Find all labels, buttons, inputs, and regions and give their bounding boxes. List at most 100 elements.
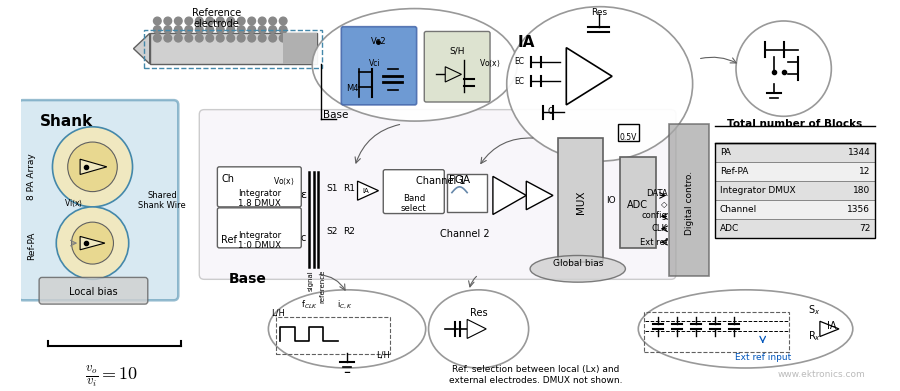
Circle shape bbox=[269, 17, 276, 25]
Text: R1: R1 bbox=[343, 184, 356, 193]
Circle shape bbox=[185, 17, 193, 25]
Text: ADC: ADC bbox=[720, 224, 739, 233]
Text: www.ektronics.com: www.ektronics.com bbox=[778, 370, 866, 379]
Text: config: config bbox=[642, 211, 668, 220]
Text: 8 PA Array: 8 PA Array bbox=[27, 153, 36, 200]
Circle shape bbox=[206, 17, 213, 25]
FancyBboxPatch shape bbox=[424, 31, 490, 102]
Text: S/H: S/H bbox=[449, 47, 464, 56]
Text: C: C bbox=[547, 107, 553, 116]
Text: DATA: DATA bbox=[645, 189, 668, 198]
Circle shape bbox=[258, 26, 266, 33]
Text: Vi$\langle$x$\rangle$: Vi$\langle$x$\rangle$ bbox=[64, 198, 83, 210]
Polygon shape bbox=[566, 48, 612, 105]
Text: Channel: Channel bbox=[720, 205, 757, 214]
Text: 12: 12 bbox=[860, 167, 870, 176]
Circle shape bbox=[154, 17, 161, 25]
Text: signal: signal bbox=[308, 270, 314, 291]
Text: Ext ref: Ext ref bbox=[640, 238, 668, 247]
Text: Vo$\langle$x$\rangle$: Vo$\langle$x$\rangle$ bbox=[273, 176, 294, 187]
Text: MUX: MUX bbox=[576, 190, 586, 214]
Text: M4: M4 bbox=[346, 84, 359, 93]
Circle shape bbox=[164, 34, 172, 42]
Polygon shape bbox=[80, 237, 105, 250]
Circle shape bbox=[248, 26, 256, 33]
Bar bbox=[715, 181, 875, 200]
Bar bbox=[617, 124, 639, 141]
Circle shape bbox=[52, 127, 132, 207]
Text: reference: reference bbox=[320, 270, 325, 303]
Circle shape bbox=[175, 26, 182, 33]
Text: S1: S1 bbox=[326, 184, 338, 193]
Circle shape bbox=[258, 17, 266, 25]
Text: 180: 180 bbox=[853, 186, 870, 195]
Circle shape bbox=[248, 34, 256, 42]
Circle shape bbox=[206, 26, 213, 33]
FancyBboxPatch shape bbox=[218, 167, 302, 207]
Circle shape bbox=[154, 26, 161, 33]
Text: Integrator DMUX: Integrator DMUX bbox=[720, 186, 796, 195]
FancyBboxPatch shape bbox=[218, 208, 302, 248]
FancyBboxPatch shape bbox=[383, 170, 445, 213]
Text: S2: S2 bbox=[326, 227, 338, 236]
Text: ◇: ◇ bbox=[661, 199, 668, 208]
Text: Total number of Blocks: Total number of Blocks bbox=[727, 119, 863, 129]
Circle shape bbox=[238, 34, 245, 42]
Circle shape bbox=[258, 34, 266, 42]
Bar bbox=[715, 162, 875, 181]
Circle shape bbox=[216, 17, 224, 25]
Text: ε: ε bbox=[300, 190, 306, 200]
Bar bbox=[447, 174, 487, 212]
FancyBboxPatch shape bbox=[39, 278, 148, 304]
Text: IO: IO bbox=[607, 196, 616, 205]
Text: Base: Base bbox=[229, 272, 266, 286]
Bar bbox=[715, 200, 875, 219]
Bar bbox=[715, 143, 875, 162]
Text: Integrator
1:0 DMUX: Integrator 1:0 DMUX bbox=[238, 231, 281, 250]
Circle shape bbox=[279, 17, 287, 25]
Text: EC: EC bbox=[515, 57, 525, 66]
Circle shape bbox=[248, 17, 256, 25]
Text: Band
select: Band select bbox=[400, 194, 427, 213]
Text: 1344: 1344 bbox=[848, 148, 870, 157]
Text: Shank: Shank bbox=[40, 115, 94, 129]
Circle shape bbox=[238, 26, 245, 33]
Ellipse shape bbox=[638, 290, 853, 368]
Text: 72: 72 bbox=[860, 224, 870, 233]
Text: CLK: CLK bbox=[652, 224, 668, 233]
Polygon shape bbox=[820, 321, 839, 337]
Text: Local bias: Local bias bbox=[69, 287, 118, 297]
Text: f$_{CLK}$: f$_{CLK}$ bbox=[301, 298, 317, 311]
FancyBboxPatch shape bbox=[199, 109, 676, 279]
Circle shape bbox=[279, 34, 287, 42]
Text: IA: IA bbox=[826, 321, 836, 331]
Polygon shape bbox=[357, 181, 379, 200]
Text: Vo$\langle$x$\rangle$: Vo$\langle$x$\rangle$ bbox=[479, 58, 500, 70]
Text: FGA: FGA bbox=[449, 176, 470, 185]
Text: Ref: Ref bbox=[221, 235, 237, 246]
Text: Vci: Vci bbox=[369, 59, 381, 68]
Bar bbox=[558, 138, 604, 262]
Circle shape bbox=[238, 17, 245, 25]
Bar bbox=[284, 33, 317, 64]
Circle shape bbox=[185, 26, 193, 33]
Ellipse shape bbox=[428, 290, 528, 368]
Circle shape bbox=[71, 222, 113, 264]
Ellipse shape bbox=[530, 255, 626, 282]
Text: L/H: L/H bbox=[272, 309, 285, 318]
Text: Base: Base bbox=[323, 109, 348, 120]
FancyBboxPatch shape bbox=[18, 100, 178, 300]
Text: i$_{C,K}$: i$_{C,K}$ bbox=[338, 298, 353, 311]
Text: Ext ref input: Ext ref input bbox=[734, 353, 791, 362]
Circle shape bbox=[195, 26, 203, 33]
Circle shape bbox=[227, 17, 235, 25]
Polygon shape bbox=[526, 181, 553, 210]
Polygon shape bbox=[493, 176, 526, 215]
Ellipse shape bbox=[312, 9, 518, 121]
Circle shape bbox=[195, 17, 203, 25]
Circle shape bbox=[206, 34, 213, 42]
Circle shape bbox=[227, 34, 235, 42]
Text: Integrator
1.8 DMUX: Integrator 1.8 DMUX bbox=[238, 189, 281, 208]
Circle shape bbox=[164, 17, 172, 25]
Ellipse shape bbox=[507, 7, 693, 161]
